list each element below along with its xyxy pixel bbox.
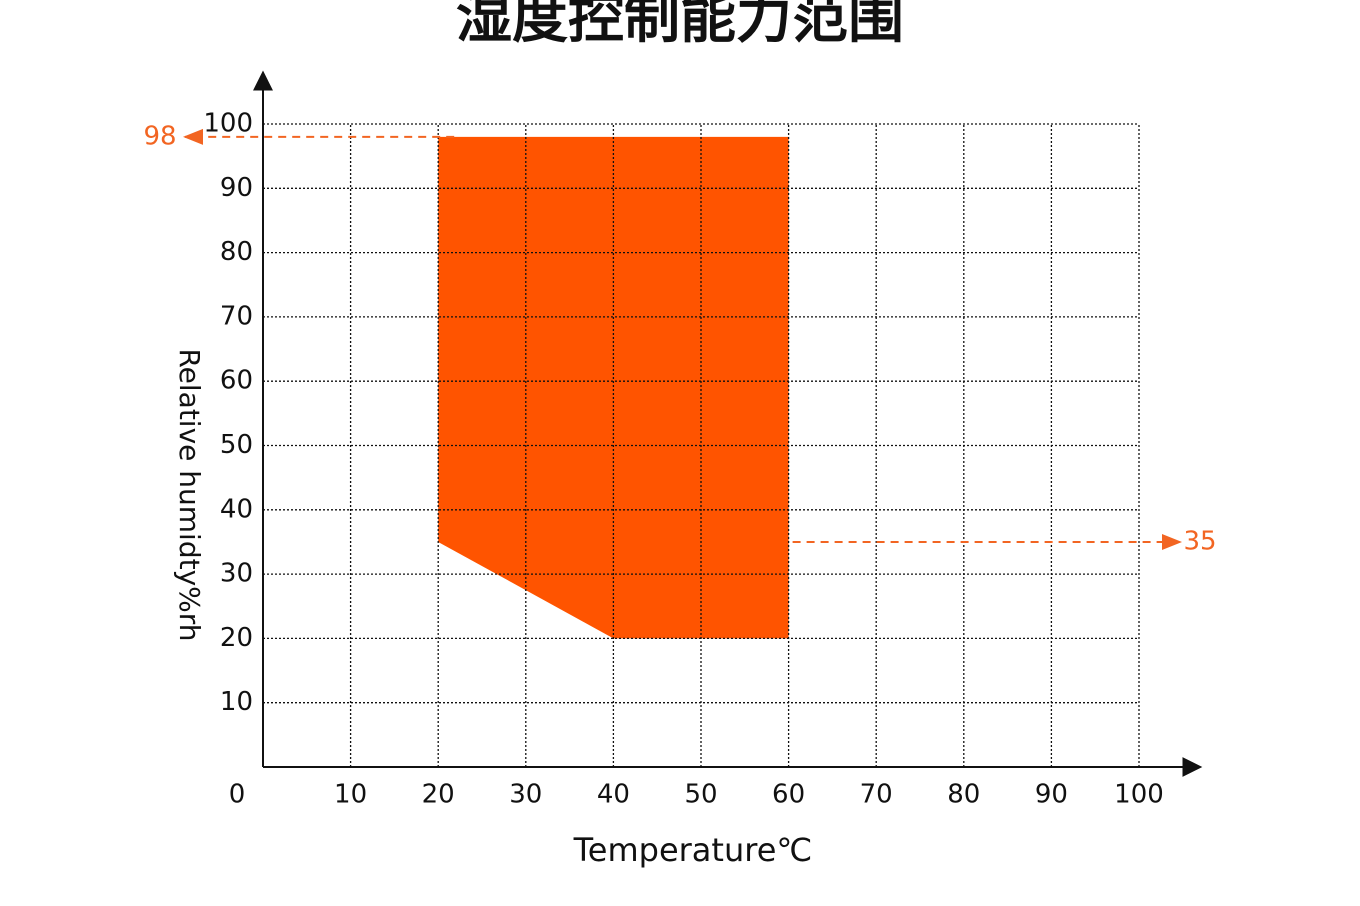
y-tick-label: 90: [220, 173, 253, 203]
chart-title: 湿度控制能力范围: [456, 0, 904, 51]
y-axis-label: Relative humidty%rh: [173, 348, 206, 641]
x-axis-label: Temperature℃: [573, 831, 813, 869]
y-tick-label: 30: [220, 559, 253, 589]
x-tick-label: 90: [1035, 780, 1068, 810]
annotation-label: 98: [143, 121, 176, 151]
x-tick-label: 100: [1114, 780, 1164, 810]
y-tick-label: 60: [220, 366, 253, 396]
annotation-label: 35: [1183, 526, 1216, 556]
x-tick-label: 10: [334, 780, 367, 810]
y-tick-label: 40: [220, 494, 253, 524]
x-tick-label: 60: [772, 780, 805, 810]
y-tick-label: 20: [220, 623, 253, 653]
x-tick-label: 50: [684, 780, 717, 810]
y-tick-label: 100: [203, 109, 253, 139]
x-tick-label: 80: [947, 780, 980, 810]
y-tick-label: 70: [220, 301, 253, 331]
x-tick-label: 20: [422, 780, 455, 810]
x-tick-label: 30: [509, 780, 542, 810]
y-tick-label: 10: [220, 687, 253, 717]
y-tick-label: 80: [220, 237, 253, 267]
range-area: [438, 136, 789, 639]
x-tick-label: 40: [597, 780, 630, 810]
origin-label: 0: [229, 780, 246, 810]
x-tick-label: 70: [860, 780, 893, 810]
y-tick-label: 50: [220, 430, 253, 460]
